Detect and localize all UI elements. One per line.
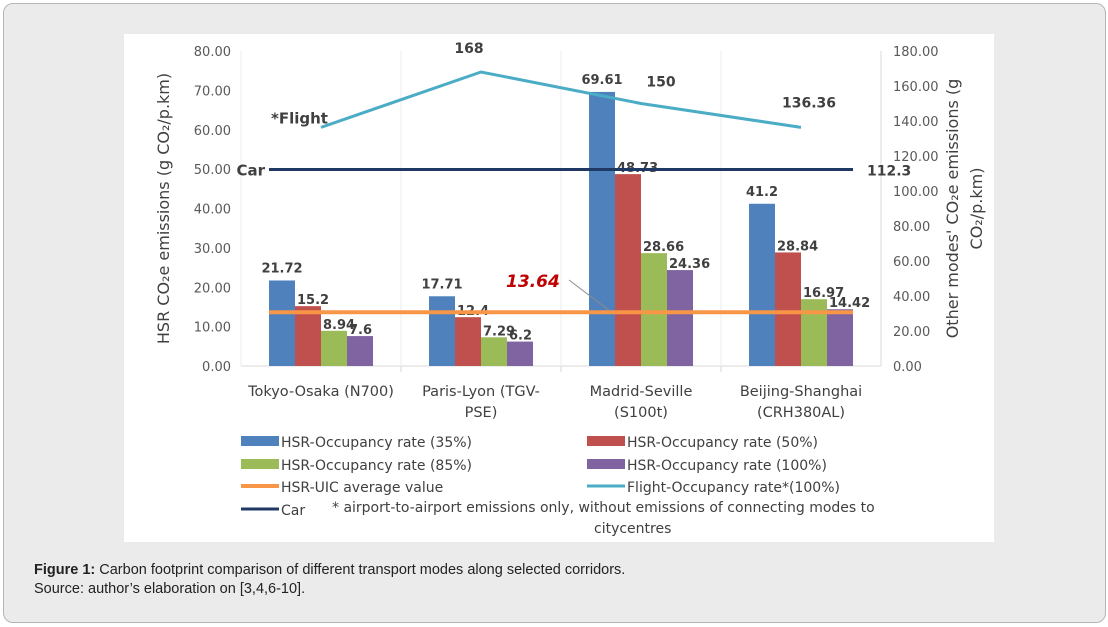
category-label: (CRH380AL) [757, 405, 845, 421]
chart-area: 0.00 10.00 20.00 30.00 40.00 50.00 60.00 70.00 8… [124, 34, 994, 542]
bar-value-label: 17.71 [421, 277, 462, 292]
bar-value-label: 28.66 [643, 240, 684, 255]
legend-label: HSR-Occupancy rate (100%) [627, 458, 827, 474]
uic-annotation-leader [568, 279, 610, 311]
left-y-tick-label: 30.00 [194, 242, 231, 257]
category-label: Paris-Lyon (TGV- [422, 384, 540, 400]
left-y-tick-label: 40.00 [194, 203, 231, 218]
flight-value-label: 168 [454, 41, 483, 57]
bar [321, 330, 347, 366]
flight-value-label: 150 [646, 75, 675, 91]
right-y-axis-title-line: Other modes' CO₂e emissions (g [943, 79, 962, 339]
bar-value-label: 16.97 [803, 286, 844, 301]
bar-value-label: 8.94 [323, 318, 355, 333]
right-y-tick-label: 40.00 [893, 290, 930, 305]
bar [455, 317, 481, 366]
left-y-tick-label: 60.00 [194, 124, 231, 139]
flight-line [320, 70, 802, 129]
right-y-tick-label: 20.00 [893, 325, 930, 340]
right-y-tick-label: 120.00 [893, 150, 939, 165]
legend-swatch [241, 436, 279, 446]
legend-swatch [587, 436, 625, 446]
car-series-label: Car [236, 161, 265, 179]
bar [481, 337, 507, 366]
bar [507, 341, 533, 366]
bar [749, 203, 775, 366]
footnote-text: citycentres [594, 521, 671, 537]
right-y-axis-title-line: CO₂/p.km) [967, 168, 986, 250]
uic-average-annotation: 13.64 [506, 272, 560, 292]
bar-value-label: 21.72 [261, 261, 302, 276]
legend-label: Car [281, 503, 305, 519]
bar [775, 252, 801, 366]
flight-value-label: 136.36 [782, 95, 836, 111]
bar [641, 253, 667, 366]
bar [827, 309, 853, 366]
bar-value-label: 7.6 [349, 323, 372, 338]
car-value-label: 112.3 [867, 163, 911, 179]
bar-value-label: 14.42 [829, 296, 870, 311]
bar-value-label: 69.61 [581, 73, 622, 88]
legend-label: HSR-Occupancy rate (50%) [627, 435, 818, 451]
bar-value-label: 7.29 [483, 324, 515, 339]
right-y-tick-label: 0.00 [893, 360, 922, 375]
caption-label: Figure 1: [34, 562, 96, 578]
bar [429, 296, 455, 366]
bar [269, 280, 295, 366]
left-y-axis-title: HSR CO₂e emissions (g CO₂/p.km) [154, 73, 173, 344]
bar [801, 299, 827, 366]
left-y-tick-label: 70.00 [194, 84, 231, 99]
right-y-tick-label: 80.00 [893, 220, 930, 235]
right-y-tick-label: 100.00 [893, 185, 939, 200]
bar-value-label: 24.36 [669, 257, 710, 272]
category-label: Tokyo-Osaka (N700) [247, 384, 394, 400]
figure-caption: Figure 1: Carbon footprint comparison of… [34, 561, 1034, 599]
bar [589, 91, 615, 366]
category-label: Madrid-Seville [590, 384, 693, 400]
category-label: PSE) [465, 405, 498, 421]
bar-value-label: 28.84 [777, 239, 818, 254]
left-y-tick-label: 10.00 [194, 321, 231, 336]
right-y-tick-label: 180.00 [893, 45, 939, 60]
caption-source: Source: author’s elaboration on [3,4,6-1… [34, 581, 306, 597]
left-y-tick-label: 0.00 [202, 360, 231, 375]
left-y-tick-label: 80.00 [194, 45, 231, 60]
bar [295, 306, 321, 366]
legend-label: HSR-Occupancy rate (85%) [281, 458, 472, 474]
figure-frame: 0.00 10.00 20.00 30.00 40.00 50.00 60.00 70.00 8… [3, 3, 1106, 623]
legend-label: HSR-Occupancy rate (35%) [281, 435, 472, 451]
bar-value-label: 41.2 [746, 185, 778, 200]
caption-text: Carbon footprint comparison of different… [95, 562, 626, 578]
legend-label: Flight-Occupancy rate*(100%) [627, 480, 840, 496]
right-y-tick-label: 160.00 [893, 80, 939, 95]
bar [347, 336, 373, 366]
left-y-tick-label: 50.00 [194, 163, 231, 178]
bar [667, 270, 693, 366]
bar-value-label: 6.2 [509, 329, 532, 344]
emissions-chart: 0.00 10.00 20.00 30.00 40.00 50.00 60.00 70.00 8… [154, 41, 986, 537]
right-y-tick-label: 140.00 [893, 115, 939, 130]
legend-swatch [587, 459, 625, 469]
legend-swatch [241, 459, 279, 469]
right-y-tick-label: 60.00 [893, 255, 930, 270]
category-label: (S100t) [614, 405, 668, 421]
category-label: Beijing-Shanghai [740, 384, 862, 400]
bar-value-label: 15.2 [297, 293, 329, 308]
left-y-tick-label: 20.00 [194, 281, 231, 296]
bar [615, 174, 641, 366]
flight-series-label: *Flight [271, 109, 328, 127]
legend-label: HSR-UIC average value [281, 480, 443, 496]
footnote-text: * airport-to-airport emissions only, wit… [332, 500, 875, 516]
